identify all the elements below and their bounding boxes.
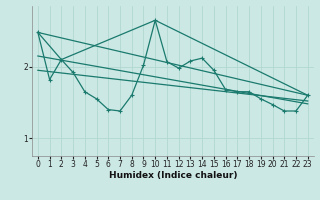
X-axis label: Humidex (Indice chaleur): Humidex (Indice chaleur) (108, 171, 237, 180)
